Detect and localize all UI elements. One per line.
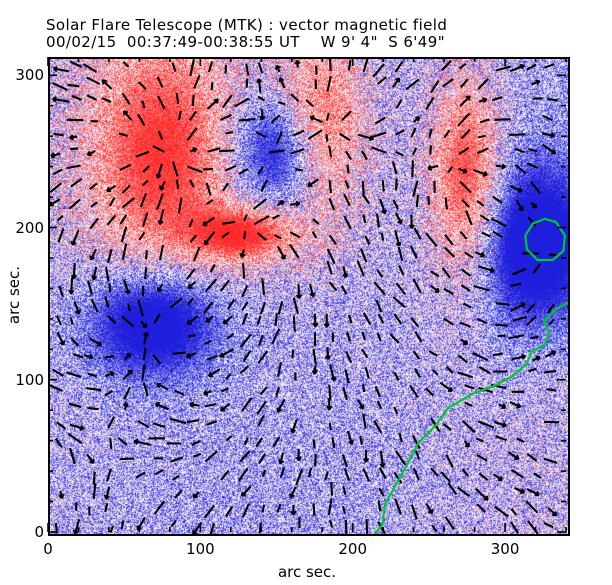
y-tick-label: 0	[34, 523, 44, 541]
y-tick-label: 200	[15, 218, 44, 237]
x-tick-label: 100	[186, 540, 215, 558]
y-axis-tick-labels: 0 100 200 300	[0, 0, 44, 585]
y-tick-label: 100	[15, 370, 44, 389]
x-tick-label: 200	[338, 540, 368, 558]
vector-field-overlay	[50, 59, 560, 534]
y-axis-title: arc sec.	[5, 265, 23, 325]
neutral-line-contour	[373, 217, 568, 534]
x-tick-label: 300	[490, 540, 520, 558]
figure-subtitle: 00/02/15 00:37:49-00:38:55 UT W 9' 4" S …	[46, 33, 445, 51]
x-axis-title: arc sec.	[277, 563, 337, 581]
plot-area	[48, 57, 570, 536]
y-tick-label: 300	[15, 66, 44, 85]
figure-title: Solar Flare Telescope (MTK) : vector mag…	[46, 16, 448, 34]
x-tick-label: 0	[43, 540, 53, 558]
